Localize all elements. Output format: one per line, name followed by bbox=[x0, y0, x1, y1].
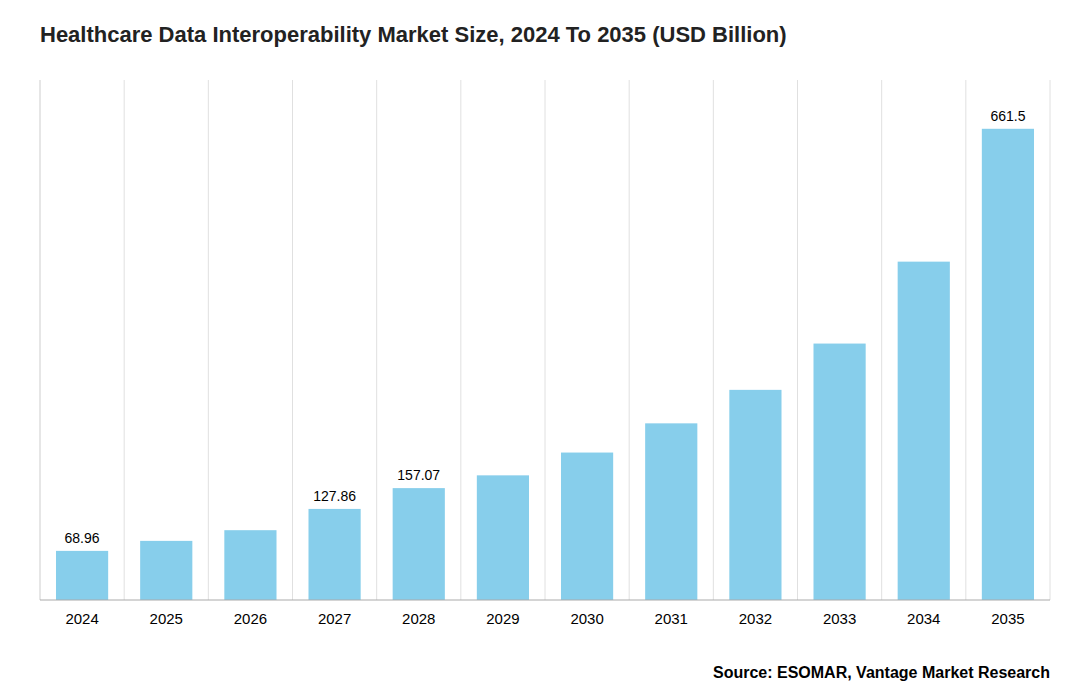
grid-line bbox=[629, 80, 630, 600]
data-label: 157.07 bbox=[397, 467, 440, 483]
grid-line bbox=[545, 80, 546, 600]
grid-line bbox=[965, 80, 966, 600]
bar bbox=[982, 129, 1034, 600]
y-axis-line bbox=[40, 80, 41, 600]
bar bbox=[645, 423, 697, 600]
grid-line bbox=[713, 80, 714, 600]
source: Source: ESOMAR, Vantage Market Research bbox=[713, 664, 1050, 681]
bar bbox=[898, 262, 950, 600]
x-tick-label: 2033 bbox=[823, 610, 856, 627]
data-label: 68.96 bbox=[65, 530, 100, 546]
x-ticks: 2024 2025 2026 2027 2028 2029 2030 2031 2032 2033… bbox=[65, 610, 1024, 627]
x-tick-label: 2024 bbox=[65, 610, 98, 627]
grid-line bbox=[460, 80, 461, 600]
chart-container: Healthcare Data Interoperability Market … bbox=[0, 0, 1080, 700]
x-tick-label: 2025 bbox=[150, 610, 183, 627]
bar bbox=[729, 390, 781, 600]
x-axis-line bbox=[40, 600, 1050, 601]
grid-line bbox=[40, 80, 41, 600]
bars bbox=[56, 129, 1034, 600]
grid-line bbox=[208, 80, 209, 600]
x-tick-label: 2027 bbox=[318, 610, 351, 627]
bar bbox=[140, 541, 192, 600]
title: Healthcare Data Interoperability Market … bbox=[40, 22, 787, 47]
data-labels: 68.96 127.86 157.07 661.5 bbox=[65, 108, 1026, 546]
x-tick-label: 2031 bbox=[655, 610, 688, 627]
x-tick-label: 2030 bbox=[570, 610, 603, 627]
bar bbox=[813, 344, 865, 600]
grid-line bbox=[881, 80, 882, 600]
bar bbox=[56, 551, 108, 600]
bar bbox=[561, 453, 613, 600]
grid-line bbox=[376, 80, 377, 600]
x-tick-label: 2032 bbox=[739, 610, 772, 627]
grid bbox=[40, 80, 1050, 600]
data-label: 127.86 bbox=[313, 488, 356, 504]
x-tick-label: 2034 bbox=[907, 610, 940, 627]
grid-line bbox=[124, 80, 125, 600]
bar bbox=[393, 488, 445, 600]
grid-line bbox=[1050, 80, 1051, 600]
x-tick-label: 2029 bbox=[486, 610, 519, 627]
bar bbox=[308, 509, 360, 600]
grid-line bbox=[797, 80, 798, 600]
grid-line bbox=[292, 80, 293, 600]
x-tick-label: 2035 bbox=[991, 610, 1024, 627]
bar bbox=[224, 530, 276, 600]
chart-svg: Healthcare Data Interoperability Market … bbox=[0, 0, 1080, 700]
x-tick-label: 2028 bbox=[402, 610, 435, 627]
bar bbox=[477, 475, 529, 600]
x-tick-label: 2026 bbox=[234, 610, 267, 627]
data-label: 661.5 bbox=[990, 108, 1025, 124]
